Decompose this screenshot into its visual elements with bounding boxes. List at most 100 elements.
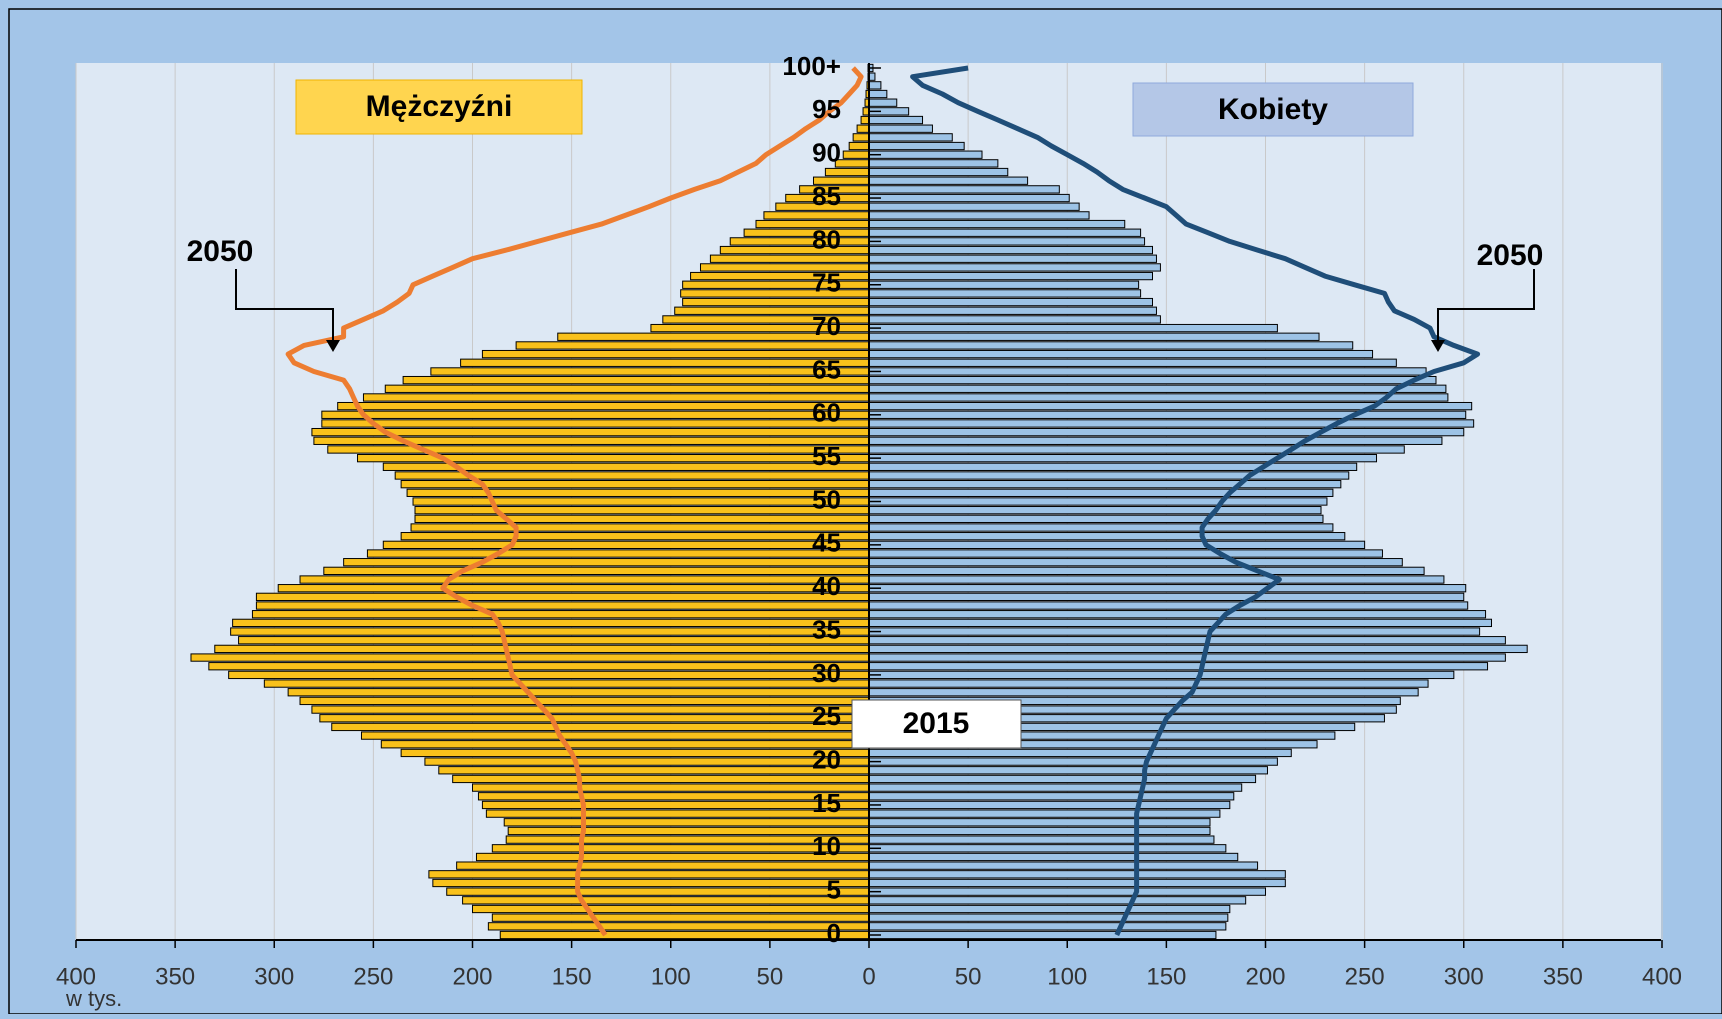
bar [743,228,870,237]
bar [251,610,870,619]
arrow-head [326,340,340,352]
y-tick-label: 30 [812,658,841,688]
y-tick-label: 90 [812,138,841,168]
bar [343,558,870,567]
x-tick-label: 250 [353,963,393,990]
bar [868,124,933,133]
bar [362,393,870,402]
bar [824,167,870,177]
bar [868,653,1506,662]
bar [868,419,1475,428]
bar [190,653,870,662]
bar [868,185,1060,194]
bar [430,367,870,376]
bar [868,323,1278,333]
x-tick-label: 150 [1146,963,1186,990]
x-tick-label: 300 [1444,963,1484,990]
bar [763,211,870,220]
bar [868,514,1324,523]
y-tick-label: 15 [812,788,841,818]
bar [868,228,1142,237]
x-tick-label: 400 [1642,963,1682,990]
bar [499,930,870,940]
bar [868,384,1447,393]
legend-box [295,79,583,135]
x-tick-label: 250 [1345,963,1385,990]
bar [868,341,1354,350]
bar [868,454,1378,463]
bar [481,800,870,810]
bar [414,506,870,515]
bar [475,852,870,862]
bar [868,349,1374,359]
bar [868,263,1161,272]
bar [868,809,1221,818]
bar [402,375,870,385]
bar [860,115,870,125]
bar [868,861,1259,870]
callout [235,269,334,342]
line-label: 2050 [187,235,254,268]
bar [868,688,1419,697]
legend-label: Kobiety [1218,93,1328,126]
bar [515,341,870,350]
y-tick-label: 40 [812,571,841,601]
bar [868,462,1358,471]
bar [868,800,1231,810]
bar [299,575,870,584]
bar [868,436,1443,445]
bar [414,514,870,523]
annotation-box [851,699,1022,749]
x-tick-label: 350 [155,963,195,990]
bar [856,124,870,133]
bar [323,566,870,576]
bar [255,592,870,602]
bar [868,280,1140,289]
bar [868,176,1029,185]
bar [868,297,1153,307]
bar [868,584,1467,593]
y-tick-label: 95 [812,94,841,124]
bar [412,497,870,506]
bar [868,540,1366,550]
bar [868,115,924,125]
bar [868,766,1268,775]
bar [868,575,1445,584]
bar [868,159,999,168]
bar [868,644,1528,654]
bar [410,523,870,532]
bar [472,783,870,792]
bar [868,193,1070,203]
y-tick-label: 5 [827,875,841,905]
callout [1437,269,1535,342]
bar [460,358,870,367]
y-tick-label: 45 [812,528,841,558]
legend-box [1132,82,1414,137]
bar [868,662,1489,671]
bar [868,332,1320,341]
bar [263,679,870,688]
bar [868,245,1153,255]
bar [868,167,1009,177]
bar [277,584,870,593]
bar [868,792,1235,801]
y-tick-label: 0 [827,918,841,948]
bar [868,471,1350,480]
bar [868,150,983,159]
bar [868,566,1425,576]
bar [287,688,870,697]
bar [868,367,1427,376]
bar [868,410,1467,419]
y-tick-label: 100+ [782,51,841,81]
bar [868,757,1278,766]
bar [472,904,870,914]
x-tick-label: 300 [254,963,294,990]
line-label: 2050 [1477,239,1544,272]
y-tick-label: 20 [812,744,841,774]
bar [868,211,1090,220]
x-tick-label: 200 [452,963,492,990]
x-tick-label: 0 [862,963,875,990]
bar [868,913,1229,922]
x-tick-label: 100 [1047,963,1087,990]
